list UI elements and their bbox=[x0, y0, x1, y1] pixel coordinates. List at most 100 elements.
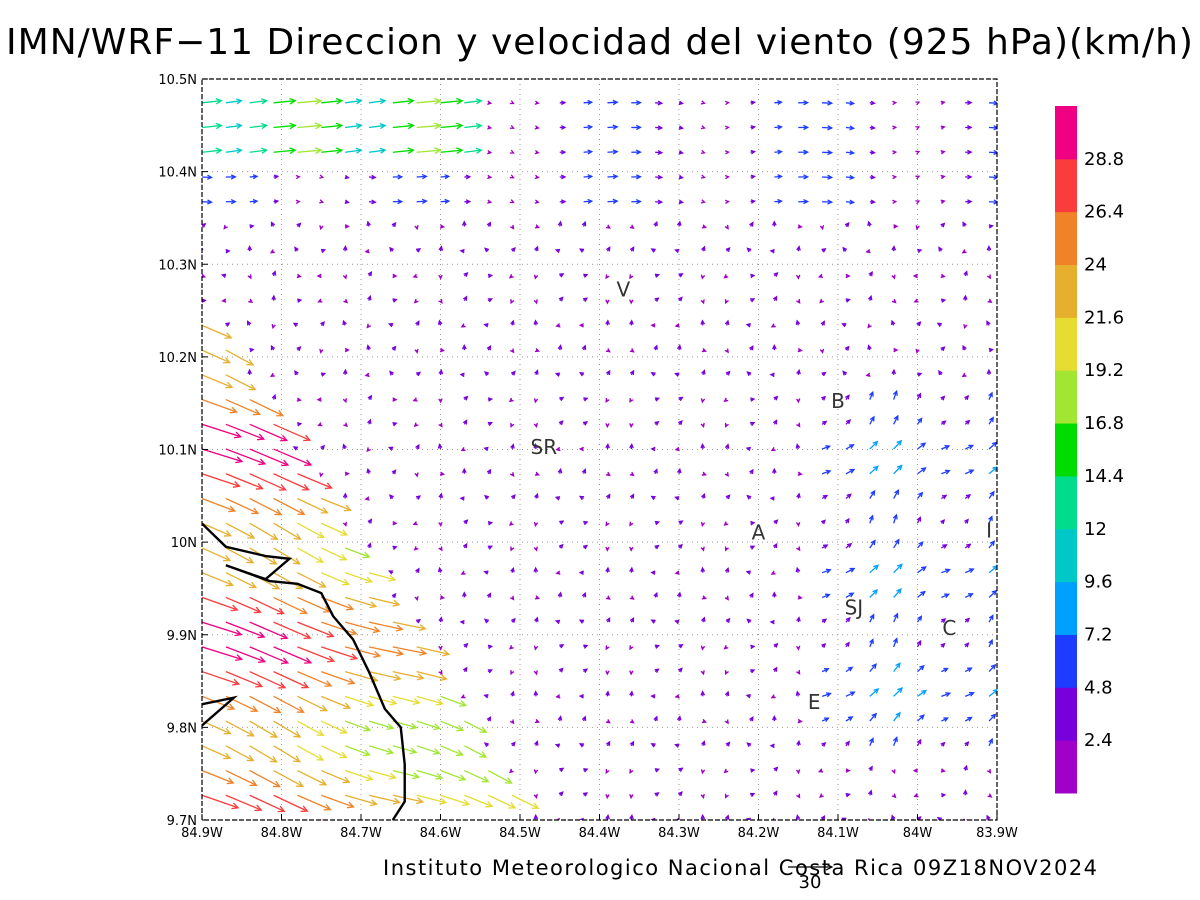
wind-vector bbox=[917, 714, 925, 722]
wind-vector bbox=[462, 419, 468, 425]
wind-vector bbox=[964, 394, 970, 401]
wind-vector bbox=[821, 494, 829, 500]
wind-vector bbox=[416, 198, 428, 205]
wind-vector bbox=[917, 590, 926, 598]
wind-vector bbox=[724, 595, 729, 601]
wind-vector bbox=[676, 344, 682, 351]
wind-vector bbox=[653, 468, 658, 475]
wind-vector bbox=[558, 296, 564, 302]
wind-vector bbox=[772, 715, 777, 722]
wind-vector bbox=[559, 396, 565, 402]
wind-vector bbox=[533, 398, 539, 404]
wind-vector bbox=[963, 764, 968, 771]
wind-vector bbox=[559, 149, 567, 155]
wind-vector bbox=[581, 220, 587, 227]
wind-vector bbox=[345, 147, 363, 154]
wind-vector bbox=[940, 618, 947, 624]
colorbar-label: 24 bbox=[1084, 255, 1107, 276]
wind-vector bbox=[387, 570, 394, 575]
graticule bbox=[201, 78, 998, 821]
wind-vector bbox=[867, 344, 872, 351]
wind-vector bbox=[223, 224, 228, 230]
wind-vector bbox=[440, 122, 464, 130]
wind-vector bbox=[892, 637, 898, 648]
wind-vector bbox=[653, 591, 658, 598]
wind-vector bbox=[940, 222, 946, 228]
wind-vector bbox=[555, 694, 561, 699]
wind-vector bbox=[583, 198, 594, 204]
wind-vector bbox=[867, 323, 872, 329]
wind-vector bbox=[440, 695, 468, 707]
place-label: B bbox=[831, 389, 845, 413]
wind-vector bbox=[655, 174, 664, 180]
wind-vector bbox=[509, 348, 515, 354]
wind-vector bbox=[892, 736, 898, 747]
wind-vector bbox=[320, 372, 327, 377]
wind-vector bbox=[225, 794, 263, 812]
wind-vector bbox=[414, 596, 419, 602]
wind-vector bbox=[582, 544, 589, 550]
wind-vector bbox=[368, 199, 377, 205]
wind-vector bbox=[964, 593, 974, 599]
wind-vector bbox=[583, 174, 594, 180]
wind-vector bbox=[487, 100, 493, 105]
wind-vector bbox=[822, 125, 834, 131]
wind-vector bbox=[845, 616, 851, 623]
wind-vector bbox=[533, 645, 539, 651]
wind-vector bbox=[654, 768, 661, 773]
wind-vector bbox=[461, 344, 467, 351]
wind-vector bbox=[772, 591, 777, 598]
wind-vector bbox=[344, 794, 378, 807]
wind-vector bbox=[555, 446, 561, 452]
wind-vector bbox=[869, 539, 876, 549]
wind-vector bbox=[941, 692, 952, 698]
wind-vector bbox=[986, 768, 992, 774]
wind-vector bbox=[273, 547, 301, 565]
wind-vector bbox=[678, 174, 684, 180]
wind-vector bbox=[483, 618, 490, 624]
wind-vector bbox=[270, 344, 276, 351]
wind-vector bbox=[749, 592, 754, 598]
wind-vector bbox=[941, 568, 951, 574]
wind-vector bbox=[605, 493, 611, 499]
wind-vector bbox=[202, 374, 234, 389]
wind-vector bbox=[774, 149, 783, 155]
wind-vector bbox=[770, 694, 776, 699]
wind-vector bbox=[247, 274, 252, 280]
wind-vector bbox=[533, 422, 538, 429]
wind-vector bbox=[986, 814, 991, 820]
wind-vector bbox=[769, 743, 775, 749]
wind-vector bbox=[798, 174, 810, 180]
wind-vector bbox=[368, 646, 405, 657]
wind-vector bbox=[534, 471, 540, 476]
wind-vector bbox=[869, 589, 879, 598]
wind-vector bbox=[414, 225, 419, 231]
wind-vector bbox=[773, 519, 779, 525]
wind-vector bbox=[297, 794, 332, 811]
wind-vector bbox=[988, 540, 996, 549]
wind-vector bbox=[578, 372, 585, 377]
wind-vector bbox=[890, 319, 896, 326]
wind-vector bbox=[459, 496, 465, 501]
wind-vector bbox=[437, 319, 443, 326]
wind-vector bbox=[629, 299, 634, 305]
reference-vector: 30 bbox=[788, 863, 834, 893]
wind-vector bbox=[317, 298, 323, 303]
wind-vector bbox=[750, 174, 757, 180]
wind-vector bbox=[462, 666, 468, 672]
wind-vector bbox=[869, 174, 876, 180]
wind-vector bbox=[821, 519, 826, 525]
wind-vector bbox=[750, 421, 756, 427]
wind-vector bbox=[916, 615, 923, 623]
wind-vector bbox=[869, 688, 880, 697]
wind-vector bbox=[865, 372, 871, 378]
wind-vector bbox=[249, 224, 255, 229]
wind-vector bbox=[629, 423, 634, 429]
place-labels: V B SR A I SJ C E bbox=[531, 278, 992, 714]
wind-vector bbox=[342, 368, 348, 375]
wind-vector bbox=[297, 572, 327, 588]
wind-vector bbox=[964, 642, 970, 648]
wind-vector bbox=[869, 100, 876, 106]
wind-vector bbox=[917, 689, 928, 697]
wind-vector bbox=[269, 249, 275, 254]
